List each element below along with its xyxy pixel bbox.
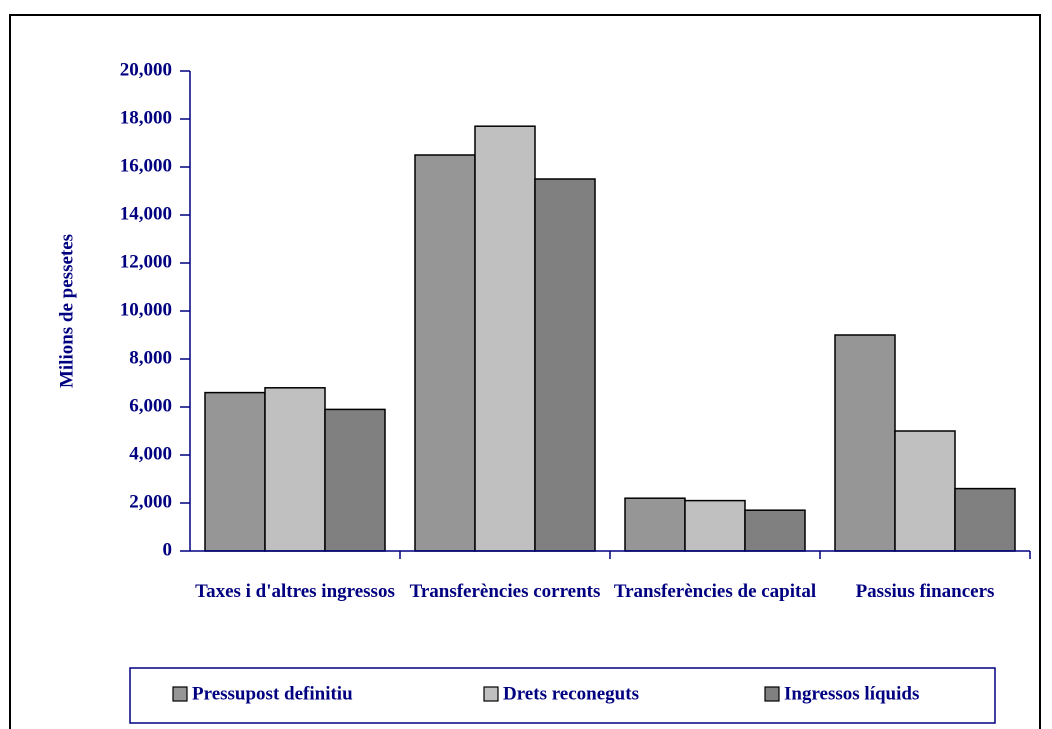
- legend: [129, 667, 996, 724]
- y-tick-label: 14,000: [120, 203, 172, 224]
- bar: [834, 334, 896, 552]
- bar: [474, 125, 536, 552]
- bar: [324, 408, 386, 552]
- frame: [9, 14, 1041, 729]
- bar: [534, 178, 596, 552]
- y-tick-label: 20,000: [120, 59, 172, 80]
- x-tick-label: Transferències de capital: [613, 581, 817, 602]
- bar: [414, 154, 476, 552]
- y-axis-label: Milions de pessetes: [56, 234, 77, 388]
- y-tick-label: 0: [163, 539, 173, 560]
- x-tick-label: Passius financers: [855, 581, 995, 602]
- legend-label: Drets reconeguts: [503, 683, 639, 704]
- bar: [624, 497, 686, 552]
- x-tick-label: Taxes i d'altres ingressos: [195, 581, 395, 602]
- legend-swatch: [483, 686, 499, 702]
- y-tick-label: 8,000: [129, 347, 172, 368]
- legend-swatch: [172, 686, 188, 702]
- bar: [744, 509, 806, 552]
- legend-swatch: [764, 686, 780, 702]
- legend-label: Ingressos líquids: [784, 683, 919, 704]
- bar: [894, 430, 956, 552]
- x-tick-label: Transferències corrents: [409, 581, 601, 602]
- legend-label: Pressupost definitiu: [192, 683, 353, 704]
- bar: [954, 487, 1016, 552]
- bar: [264, 387, 326, 552]
- y-tick-label: 2,000: [129, 491, 172, 512]
- y-tick-label: 16,000: [120, 155, 172, 176]
- y-tick-label: 4,000: [129, 443, 172, 464]
- y-tick-label: 12,000: [120, 251, 172, 272]
- bar: [684, 499, 746, 552]
- y-tick-label: 18,000: [120, 107, 172, 128]
- y-tick-label: 10,000: [120, 299, 172, 320]
- y-tick-label: 6,000: [129, 395, 172, 416]
- bar: [204, 391, 266, 552]
